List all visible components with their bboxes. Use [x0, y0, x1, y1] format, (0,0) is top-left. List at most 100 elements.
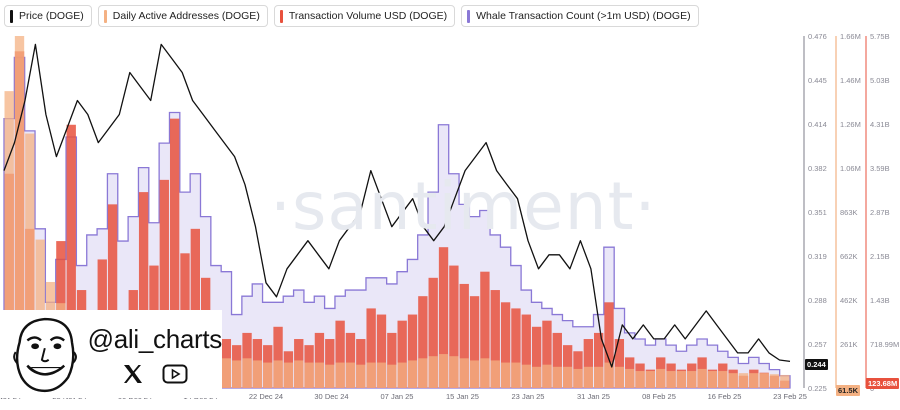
volume-bar — [407, 314, 418, 388]
price-axis-tick: 0.351 — [808, 208, 827, 217]
active-addresses-bar — [635, 371, 645, 388]
volume-axis-tick: 4.31B — [870, 120, 890, 129]
active-addresses-bar — [335, 362, 345, 388]
active-addresses-current-tag: 61.5K — [836, 385, 861, 396]
active-addresses-bar — [614, 366, 625, 388]
active-addresses-bar — [283, 362, 294, 388]
active-addresses-bar — [738, 373, 749, 388]
legend-swatch-price — [10, 9, 13, 23]
volume-bar — [314, 332, 325, 388]
active-addresses-bar — [407, 360, 418, 388]
active-addresses-bar — [666, 371, 676, 388]
active-addresses-bar — [366, 362, 376, 388]
volume-current-tag: 123.68M — [866, 378, 900, 389]
active-addresses-bar — [531, 366, 542, 388]
active-addresses-bar — [232, 360, 242, 388]
active-addresses-bar — [500, 362, 511, 388]
brand-handle: @ali_charts — [87, 323, 223, 354]
active-addresses-bar — [562, 366, 573, 388]
active-addresses-bar — [490, 360, 500, 388]
youtube-icon[interactable] — [162, 363, 188, 385]
caricature-face-icon — [13, 317, 77, 393]
volume-bar — [356, 339, 366, 388]
legend-swatch-volume — [279, 9, 283, 23]
volume-bar — [500, 302, 511, 388]
active-addresses-bar — [583, 366, 593, 388]
x-tick-label: 08 Feb 25 — [642, 392, 676, 401]
volume-bar — [449, 265, 459, 388]
social-icons — [122, 363, 188, 385]
volume-bar — [469, 296, 480, 388]
active-addresses-bar — [345, 362, 356, 388]
active-addresses-bar — [252, 360, 263, 388]
active-addresses-bar — [707, 371, 718, 388]
volume-bar — [480, 271, 490, 388]
active-addresses-axis-tick: 863K — [840, 208, 858, 217]
active-addresses-bar — [14, 36, 25, 388]
legend-item-price[interactable]: Price (DOGE) — [4, 5, 92, 27]
volume-bar — [552, 332, 562, 388]
volume-bar — [169, 118, 180, 388]
active-addresses-bar — [676, 371, 687, 388]
legend: Price (DOGE) Daily Active Addresses (DOG… — [4, 5, 699, 27]
volume-bar — [511, 308, 521, 388]
brand-text: @ali_charts — [88, 324, 222, 385]
volume-axis-tick: 2.15B — [870, 252, 890, 261]
price-axis-tick: 0.225 — [808, 384, 827, 393]
series-whale-area — [3, 56, 791, 389]
price-axis-tick: 0.257 — [808, 340, 827, 349]
legend-label-price: Price (DOGE) — [19, 10, 84, 22]
watermark: ·santiment· — [270, 168, 657, 245]
volume-axis-tick: 1.43B — [870, 296, 890, 305]
series-price-line — [3, 43, 791, 368]
volume-bar — [583, 339, 593, 388]
volume-bar — [376, 314, 387, 388]
volume-bar — [66, 124, 76, 388]
active-addresses-bar — [749, 373, 759, 388]
x-tick-label: 23 Feb 25 — [773, 392, 807, 401]
active-addresses-bar — [221, 358, 232, 388]
x-logo-icon[interactable] — [122, 363, 144, 385]
active-addresses-bar — [273, 360, 283, 388]
legend-item-volume[interactable]: Transaction Volume USD (DOGE) — [273, 5, 456, 27]
active-addresses-bar — [294, 360, 304, 388]
active-addresses-bar — [656, 368, 666, 388]
active-addresses-bar — [449, 356, 459, 388]
active-addresses-bar — [418, 358, 428, 388]
active-addresses-bar — [469, 360, 480, 388]
active-addresses-bar — [718, 371, 728, 388]
active-addresses-bar — [304, 362, 314, 388]
legend-label-volume: Transaction Volume USD (DOGE) — [288, 10, 448, 22]
volume-bar — [438, 247, 449, 388]
legend-swatch-whale — [467, 9, 471, 23]
volume-bar — [428, 277, 438, 388]
price-current-tag: 0.244 — [805, 359, 828, 370]
volume-axis-tick: 718.99M — [870, 340, 899, 349]
active-addresses-bar — [521, 364, 531, 388]
active-addresses-bar — [242, 358, 252, 388]
volume-axis-tick: 5.75B — [870, 32, 890, 41]
active-addresses-bar — [687, 371, 697, 388]
active-addresses-bar — [387, 364, 397, 388]
active-addresses-bar — [314, 362, 325, 388]
active-addresses-bar — [376, 362, 387, 388]
brand-block: @ali_charts — [0, 310, 222, 398]
active-addresses-axis-tick: 1.26M — [840, 120, 861, 129]
legend-item-whale[interactable]: Whale Transaction Count (>1m USD) (DOGE) — [461, 5, 699, 27]
active-addresses-bar — [459, 358, 469, 388]
active-addresses-bar — [263, 362, 273, 388]
active-addresses-axis-tick: 261K — [840, 340, 858, 349]
price-axis-tick: 0.382 — [808, 164, 827, 173]
x-tick-label: 31 Jan 25 — [577, 392, 610, 401]
active-addresses-axis-tick: 1.06M — [840, 164, 861, 173]
volume-bar — [397, 320, 407, 388]
legend-item-active-addresses[interactable]: Daily Active Addresses (DOGE) — [97, 5, 268, 27]
x-tick-label: 22 Dec 24 — [249, 392, 283, 401]
active-addresses-bar — [511, 362, 521, 388]
active-addresses-bar — [25, 133, 35, 388]
volume-bar — [190, 228, 200, 388]
volume-bar — [614, 339, 625, 388]
volume-bar — [335, 320, 345, 388]
active-addresses-bar — [769, 374, 780, 388]
active-addresses-bar — [428, 356, 438, 388]
